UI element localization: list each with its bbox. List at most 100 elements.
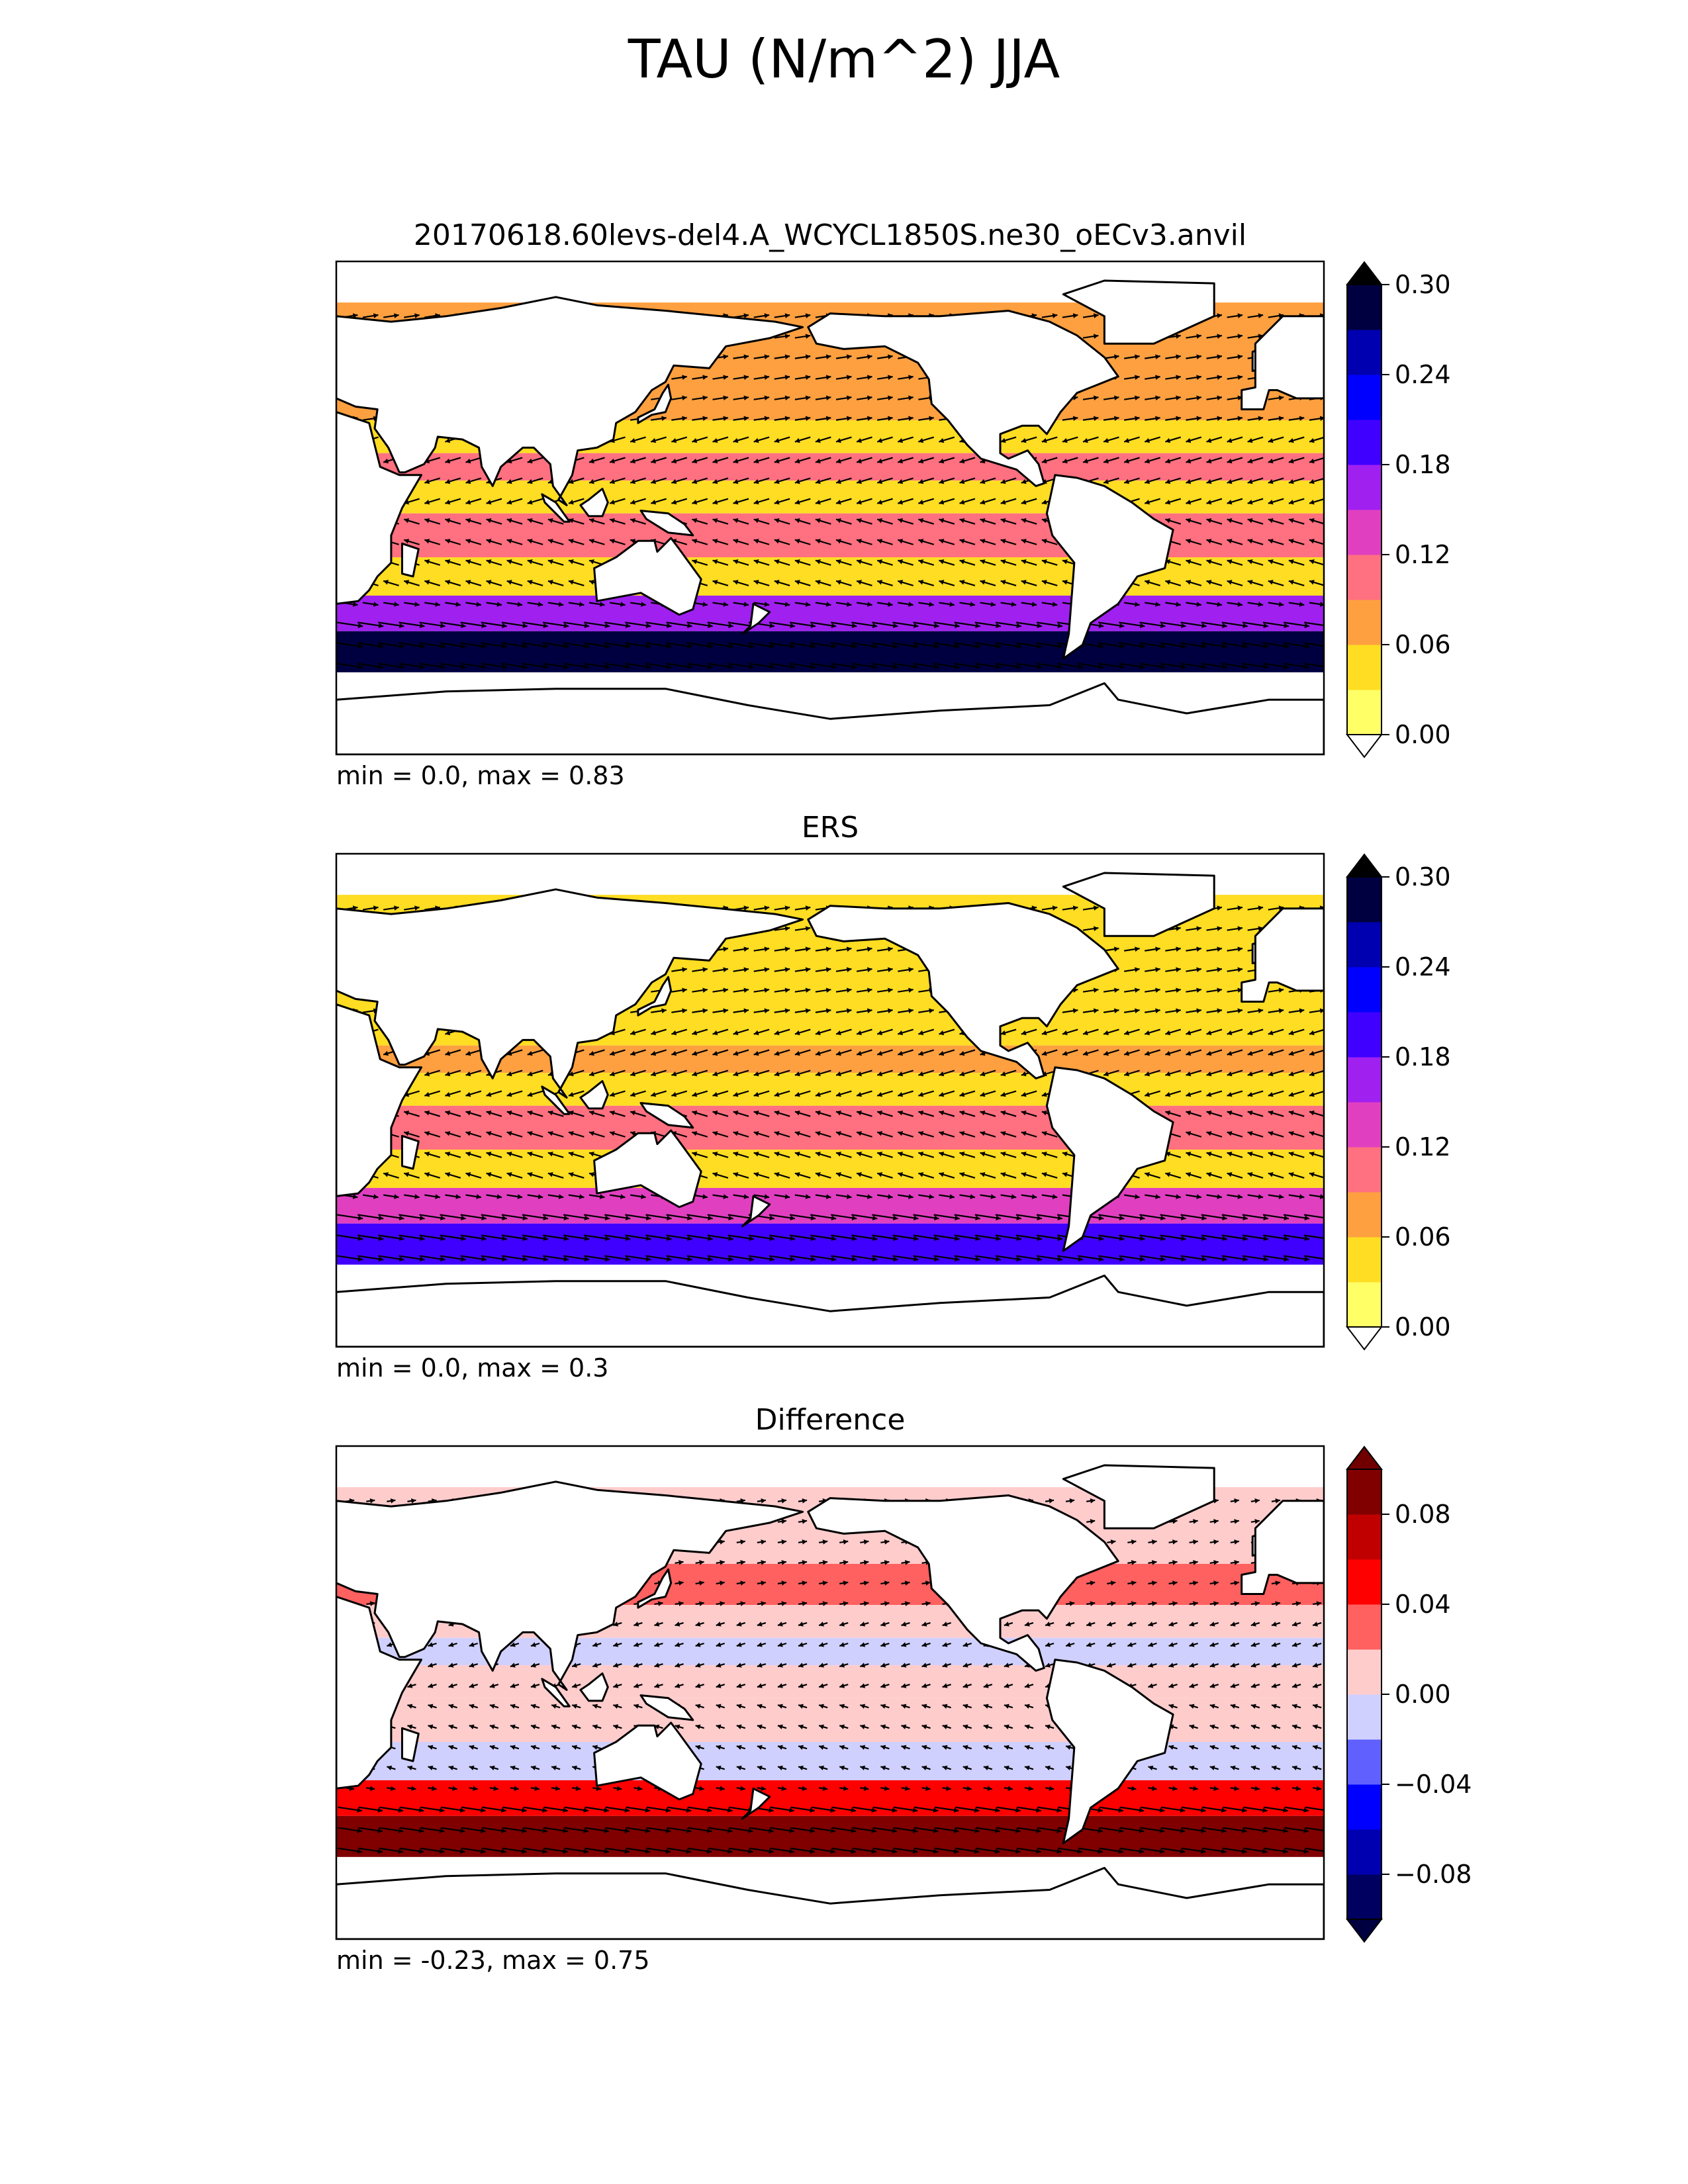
wind-vector-head (506, 580, 512, 585)
colorbar-segment (1347, 1192, 1382, 1238)
wind-vector-head (815, 478, 821, 484)
wind-vector-head (867, 395, 872, 401)
wind-vector-head (1024, 1683, 1030, 1688)
wind-vector-head (843, 1560, 849, 1565)
wind-vector-head (589, 518, 594, 523)
wind-vector-head (743, 395, 749, 401)
wind-vector-head (712, 539, 718, 544)
wind-vector-head (448, 1765, 454, 1771)
wind-vector-head (502, 1256, 507, 1262)
wind-vector-head (514, 1786, 519, 1792)
wind-vector-head (880, 1683, 886, 1688)
wind-vector-head (723, 375, 728, 380)
wind-vector-head (1181, 623, 1186, 629)
wind-vector-head (445, 1071, 451, 1077)
wind-vector-head (980, 580, 986, 585)
wind-vector-head (476, 602, 481, 607)
wind-vector-head (671, 478, 677, 484)
wind-vector-head (921, 1724, 927, 1729)
wind-vector-head (1206, 539, 1212, 544)
wind-vector-head (1258, 905, 1264, 911)
wind-vector-head (743, 313, 749, 318)
wind-vector-head (625, 643, 631, 649)
land-africa (336, 1003, 422, 1197)
wind-vector-head (666, 1215, 672, 1221)
wind-vector-head (1186, 1172, 1192, 1177)
wind-vector-head (568, 1071, 574, 1077)
wind-vector-head (387, 1765, 393, 1771)
wind-vector-head (510, 1683, 516, 1688)
wind-vector-head (846, 946, 852, 952)
wind-vector-head (399, 623, 404, 629)
wind-vector-head (857, 1111, 862, 1116)
wind-vector-head (1271, 1642, 1277, 1647)
colorbar-segment (1347, 1237, 1382, 1283)
wind-vector-head (481, 1256, 487, 1262)
wind-vector-head (743, 375, 749, 380)
wind-vector-head (568, 1111, 574, 1116)
wind-vector-head (465, 1152, 471, 1157)
wind-vector-head (1217, 354, 1222, 359)
wind-vector-head (857, 437, 862, 443)
wind-vector-head (1145, 458, 1150, 464)
wind-vector-head (1292, 1745, 1297, 1751)
wind-vector-head (880, 1704, 886, 1709)
wind-vector-head (898, 1172, 904, 1177)
wind-vector-head (884, 1786, 890, 1792)
wind-vector-head (877, 539, 883, 544)
wind-vector-head (1206, 1030, 1212, 1036)
wind-vector-head (843, 1786, 849, 1792)
wind-vector-head (610, 1131, 615, 1136)
colorbar-segment (1347, 877, 1382, 923)
colorbar-tick-label: 0.30 (1395, 270, 1451, 299)
wind-vector-head (357, 643, 363, 649)
wind-vector-head (625, 1256, 631, 1262)
wind-vector-head (496, 602, 502, 607)
wind-vector-head (510, 1745, 516, 1751)
wind-vector-head (679, 1580, 684, 1586)
wind-vector-head (414, 905, 420, 911)
wind-vector-head (517, 602, 523, 607)
wind-vector-head (1093, 313, 1099, 318)
wind-vector-head (1288, 1131, 1294, 1136)
wind-vector-head (1057, 1256, 1063, 1262)
wind-vector-head (934, 664, 939, 670)
wind-vector-head (949, 602, 955, 607)
wind-vector-head (980, 499, 986, 505)
wind-vector-head (860, 1724, 866, 1729)
wind-vector-head (1024, 1621, 1030, 1627)
wind-vector-head (1139, 1215, 1145, 1221)
wind-vector-head (1165, 458, 1171, 464)
wind-vector-head (851, 1256, 857, 1262)
wind-vector-head (769, 1215, 774, 1221)
wind-vector-head (589, 1152, 594, 1157)
wind-vector-head (610, 518, 615, 523)
wind-vector-head (980, 1091, 986, 1097)
wind-vector-head (753, 478, 759, 484)
wind-vector-head (908, 395, 914, 401)
wind-vector-head (633, 1642, 639, 1647)
wind-vector-head (983, 1724, 989, 1729)
wind-vector-head (753, 1030, 759, 1036)
wind-vector-head (898, 1131, 904, 1136)
wind-vector-head (1021, 499, 1027, 505)
wind-vector-head (1145, 1091, 1150, 1097)
wind-vector-head (445, 559, 451, 565)
wind-vector-head (1237, 313, 1243, 318)
wind-vector-head (630, 1050, 636, 1056)
wind-vector-head (378, 643, 384, 649)
panel-model: 20170618.60levs-del4.A_WCYCL1850S.ne30_o… (335, 218, 1451, 790)
wind-vector-head (1037, 623, 1042, 629)
wind-vector-head (630, 478, 636, 484)
wind-vector-head (661, 416, 667, 422)
wind-vector-head (860, 1765, 866, 1771)
wind-vector-head (1268, 499, 1274, 505)
wind-vector-head (708, 1256, 713, 1262)
wind-vector-head (877, 559, 883, 565)
wind-vector-head (1313, 1683, 1318, 1688)
wind-vector-head (839, 1683, 845, 1688)
wind-vector-head (383, 1050, 389, 1056)
wind-vector-head (702, 1194, 708, 1199)
wind-vector-head (1217, 905, 1222, 911)
wind-vector-head (888, 354, 893, 359)
